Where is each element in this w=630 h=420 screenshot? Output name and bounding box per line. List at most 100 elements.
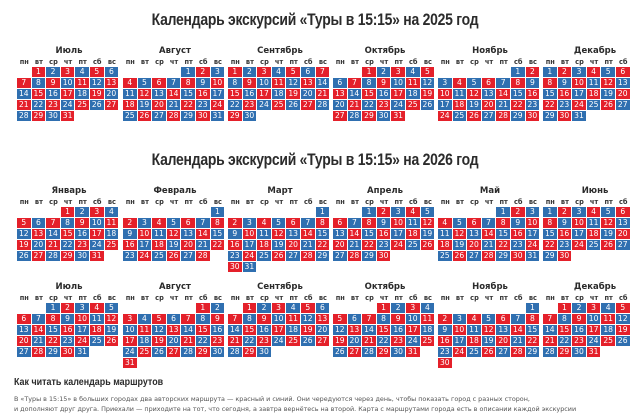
day-cell-red: 19 [333,336,347,346]
day-cell-blue: 19 [420,229,435,239]
day-cell-red: 16 [228,240,242,250]
day-grid: 1234567891011121314151617181920212223242… [543,207,630,262]
day-cell-red: 26 [481,347,496,357]
day-cell-blue: 6 [104,67,119,77]
weekday-label: пн [545,294,555,302]
weekday-label: вс [107,294,116,302]
day-cell-blue: 27 [286,251,300,261]
day-cell-blue: 31 [572,111,586,121]
day-cell-red: 14 [510,325,525,335]
weekday-label: ср [575,58,584,66]
day-cell-blue: 31 [242,262,257,272]
day-cell-red: 11 [601,314,615,324]
day-cell-blue: 19 [601,89,615,99]
day-cell-blue: 10 [123,325,137,335]
day-cell-blue: 1 [362,207,376,217]
day-cell-red: 24 [75,336,89,346]
day-cell-blue: 26 [286,100,300,110]
day-cell-red: 31 [123,358,137,368]
day-cell-red: 15 [376,325,391,335]
day-cell-red: 3 [89,207,104,217]
day-cell-red: 6 [467,218,481,228]
weekday-label: чт [169,58,179,66]
day-cell-blue: 12 [333,325,347,335]
day-cell-blue: 30 [257,347,271,357]
day-cell-red: 21 [17,100,31,110]
day-cell-blue: 8 [31,78,46,88]
day-cell-blue: 16 [572,325,586,335]
day-cell-red: 25 [137,347,152,357]
day-cell-red: 13 [315,314,330,324]
day-cell-blue: 20 [347,336,362,346]
day-grid: 1234567891011121314151617181920212223242… [543,303,630,358]
day-cell-red: 9 [46,78,60,88]
day-cell-red: 29 [376,347,391,357]
day-cell-blue: 18 [104,229,119,239]
day-cell-blue: 9 [438,325,452,335]
day-cell-blue: 4 [104,207,119,217]
day-cell-blue: 21 [496,100,510,110]
month-июль: Июль пн вт ср чт пт сб вс 1 2 3 4 5 6 7 8 9 10 11 12 13 14 15 1… [17,46,121,122]
day-cell-red: 2 [376,207,391,217]
day-cell-red: 23 [257,336,271,346]
day-cell-blue: 15 [496,229,510,239]
weekday-label: вс [318,294,327,302]
weekday-label: чт [63,198,73,206]
day-cell-blue: 20 [333,100,347,110]
day-cell-blue: 17 [75,325,89,335]
day-cell-red: 21 [347,100,362,110]
day-cell-red: 28 [510,347,525,357]
day-cell-red: 10 [438,89,452,99]
day-cell-blue: 21 [510,336,525,346]
month-май: Май пн вт ср чт пт сб вс 1 2 3 4 5 6 7 8 9 10 11 12 13 14 15 16… [438,186,542,262]
day-cell-blue: 2 [242,67,257,77]
month-name: Июль [55,282,83,292]
weekday-label: чт [274,294,284,302]
title-2025: Календарь экскурсий «Туры в 15:15» на 20… [151,10,479,29]
day-cell-red: 13 [166,325,181,335]
weekday-label: пт [394,198,403,206]
legend-line-2: и дополняют друг друга. Приехали — прихо… [14,405,577,413]
day-cell-blue: 7 [300,218,315,228]
day-cell-blue: 24 [391,100,405,110]
day-cell-blue: 21 [195,240,210,250]
weekday-label: чт [379,58,389,66]
day-cell-blue: 5 [601,207,615,217]
day-cell-red: 5 [17,218,31,228]
weekday-label: пт [78,294,87,302]
day-cell-blue: 25 [586,240,601,250]
day-cell-blue: 19 [452,240,467,250]
day-cell-red: 19 [420,89,435,99]
day-cell-red: 16 [60,325,75,335]
day-cell-red: 2 [60,303,75,313]
day-cell-blue: 29 [362,251,376,261]
day-cell-red: 8 [210,218,225,228]
day-cell-blue: 10 [391,78,405,88]
weekday-label: чт [169,294,179,302]
day-cell-blue: 1 [510,67,525,77]
day-cell-red: 6 [152,78,166,88]
day-cell-red: 3 [60,67,75,77]
weekday-label: вс [318,198,327,206]
day-cell-red: 8 [362,218,376,228]
day-cell-blue: 31 [75,347,89,357]
day-cell-red: 18 [467,336,481,346]
day-cell-red: 15 [195,325,210,335]
day-cell-blue: 22 [376,336,391,346]
day-cell-red: 7 [543,314,557,324]
weekday-label: чт [274,58,284,66]
day-cell-blue: 16 [257,325,271,335]
weekday-label: пт [499,58,508,66]
day-cell-red: 6 [181,218,195,228]
day-cell-red: 14 [166,89,181,99]
day-cell-red: 2 [510,207,525,217]
day-cell-red: 10 [137,229,152,239]
day-cell-red: 15 [31,89,46,99]
